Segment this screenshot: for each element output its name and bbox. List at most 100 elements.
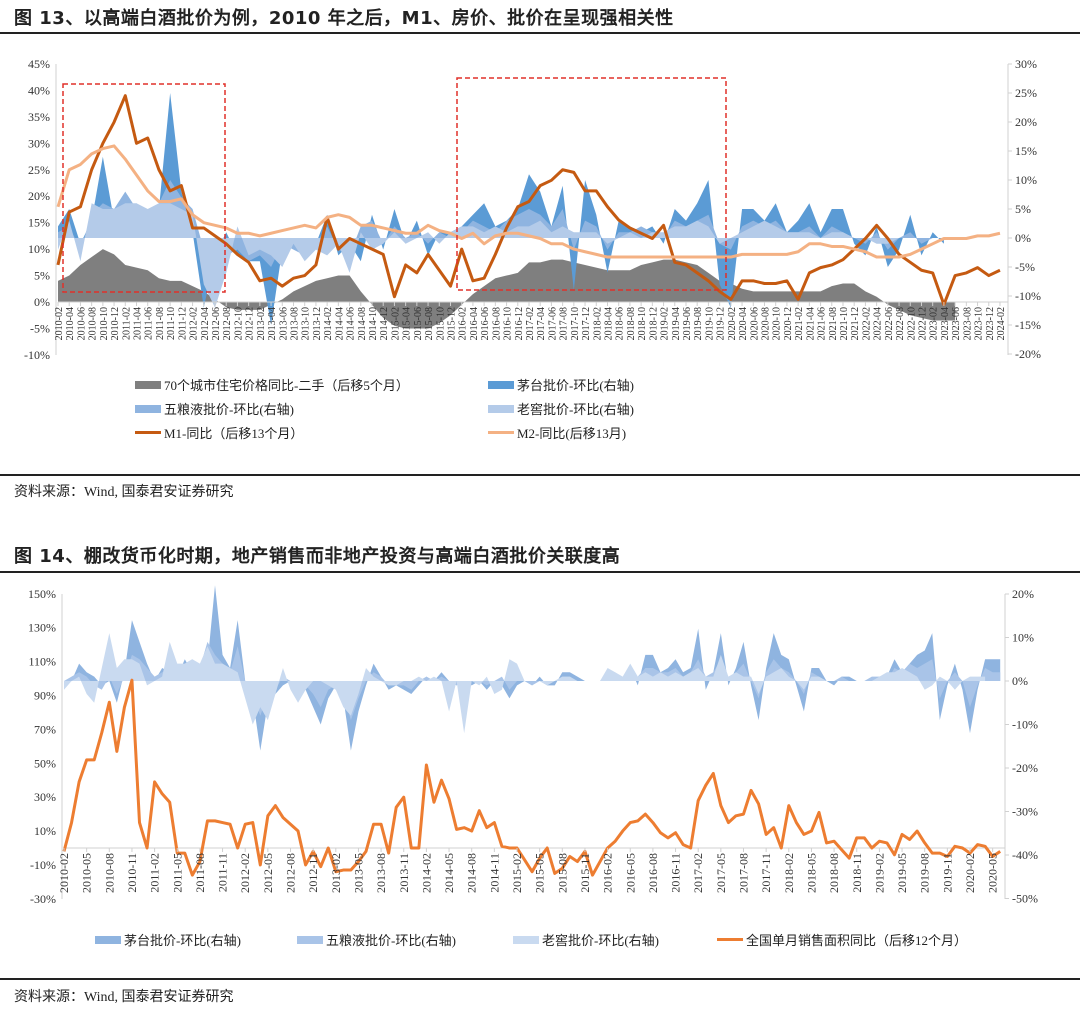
x-axis-tick-label: 2019-10 [704, 307, 715, 340]
left-axis-tick-label: -10% [24, 348, 50, 362]
legend-item-m1: M1-同比（后移13个月） [135, 423, 303, 442]
title-divider [0, 32, 1080, 34]
x-axis-tick-label: 2023-08 [962, 307, 973, 340]
x-axis-tick-label: 2024-02 [996, 307, 1007, 340]
x-axis-tick-label: 2017-06 [547, 307, 558, 340]
legend-label: 茅台批价-环比(右轴) [124, 933, 241, 948]
right-axis-tick-label: -10% [1015, 289, 1041, 303]
right-axis-tick-label: -20% [1012, 761, 1038, 775]
x-axis-tick-label: 2023-06 [951, 307, 962, 340]
x-axis-tick-label: 2019-02 [872, 853, 886, 893]
left-axis-tick-label: 50% [34, 756, 56, 770]
x-axis-tick-label: 2017-08 [737, 853, 751, 893]
right-axis-tick-label: -50% [1012, 892, 1038, 906]
x-axis-tick-label: 2019-08 [693, 307, 704, 340]
x-axis-tick-label: 2022-10 [906, 307, 917, 340]
left-axis-tick-label: 20% [28, 189, 50, 203]
title-divider [0, 571, 1080, 573]
left-axis-tick-label: -30% [30, 892, 56, 906]
right-axis-tick-label: -30% [1012, 805, 1038, 819]
area-series-0 [58, 249, 956, 329]
right-axis-tick-label: -40% [1012, 848, 1038, 862]
x-axis-tick-label: 2016-06 [480, 307, 491, 340]
x-axis-tick-label: 2022-08 [895, 307, 906, 340]
legend-swatch [95, 935, 121, 944]
x-axis-tick-label: 2014-10 [368, 307, 379, 340]
legend-label: 70个城市住宅价格同比-二手（后移5个月） [164, 378, 409, 393]
x-axis-tick-label: 2010-04 [65, 307, 76, 340]
x-axis-tick-label: 2022-04 [873, 307, 884, 340]
x-axis-tick-label: 2010-05 [80, 853, 94, 893]
x-axis-tick-label: 2021-08 [828, 307, 839, 340]
x-axis-tick-label: 2015-05 [533, 853, 547, 893]
x-axis-tick-label: 2011-10 [166, 307, 177, 340]
x-axis-tick-label: 2020-06 [749, 307, 760, 340]
left-axis-tick-label: 45% [28, 57, 50, 71]
x-axis-tick-label: 2014-02 [323, 307, 334, 340]
legend-item-wuliangye: 五粮液批价-环比(右轴) [135, 399, 294, 418]
x-axis-tick-label: 2021-04 [805, 307, 816, 340]
x-axis-tick-label: 2018-08 [827, 853, 841, 893]
x-axis-tick-label: 2015-12 [446, 307, 457, 340]
x-axis-tick-label: 2015-08 [555, 853, 569, 893]
left-axis-tick-label: 10% [28, 242, 50, 256]
x-axis-tick-label: 2013-12 [312, 307, 323, 340]
left-axis-tick-label: 90% [34, 688, 56, 702]
right-axis-tick-label: 0% [1015, 231, 1031, 245]
x-axis-tick-label: 2018-10 [637, 307, 648, 340]
x-axis-tick-label: 2018-05 [804, 853, 818, 893]
left-axis-tick-label: 25% [28, 163, 50, 177]
x-axis-tick-label: 2019-08 [918, 853, 932, 893]
x-axis-tick-label: 2013-08 [374, 853, 388, 893]
right-axis-tick-label: 25% [1015, 86, 1037, 100]
legend-swatch [717, 938, 743, 941]
left-axis-tick-label: 40% [28, 83, 50, 97]
right-axis-tick-label: 20% [1015, 115, 1037, 129]
line-series-3 [62, 678, 1002, 877]
x-axis-tick-label: 2020-12 [783, 307, 794, 340]
x-axis-tick-label: 2016-08 [646, 853, 660, 893]
x-axis-tick-label: 2017-11 [759, 853, 773, 893]
source-divider [0, 474, 1080, 476]
x-axis-tick-label: 2017-10 [570, 307, 581, 340]
x-axis-tick-label: 2014-02 [419, 853, 433, 893]
x-axis-tick-label: 2018-02 [592, 307, 603, 340]
x-axis-tick-label: 2011-12 [177, 307, 188, 340]
x-axis-tick-label: 2012-08 [284, 853, 298, 893]
right-axis-tick-label: -15% [1015, 318, 1041, 332]
left-axis-tick-label: 35% [28, 110, 50, 124]
area-series-1 [58, 93, 944, 325]
right-axis-tick-label: 5% [1015, 202, 1031, 216]
x-axis-tick-label: 2020-08 [760, 307, 771, 340]
x-axis-tick-label: 2013-10 [301, 307, 312, 340]
x-axis-tick-label: 2011-02 [121, 307, 132, 340]
legend-label: 老窖批价-环比(右轴) [542, 933, 659, 948]
x-axis-tick-label: 2023-12 [985, 307, 996, 340]
x-axis-tick-label: 2020-05 [986, 853, 1000, 893]
x-axis-tick-label: 2019-04 [671, 307, 682, 340]
x-axis-tick-label: 2015-08 [424, 307, 435, 340]
x-axis-tick-label: 2013-02 [329, 853, 343, 893]
figure-14-source: 资料来源：Wind, 国泰君安证券研究 [14, 990, 234, 1005]
x-axis-tick-label: 2018-02 [782, 853, 796, 893]
legend-item-laojiao: 老窖批价-环比(右轴) [488, 399, 634, 418]
legend-item-sales-area: 全国单月销售面积同比（后移12个月） [717, 930, 967, 949]
x-axis-tick-label: 2012-06 [211, 307, 222, 340]
x-axis-tick-label: 2016-02 [601, 853, 615, 893]
x-axis-tick-label: 2018-04 [603, 307, 614, 340]
left-axis-tick-label: 70% [34, 722, 56, 736]
left-axis-tick-label: 150% [28, 587, 56, 601]
legend-item-house-price: 70个城市住宅价格同比-二手（后移5个月） [135, 375, 409, 394]
right-axis-tick-label: 0% [1012, 674, 1028, 688]
x-axis-tick-label: 2014-04 [334, 307, 345, 340]
x-axis-tick-label: 2016-10 [503, 307, 514, 340]
x-axis-tick-label: 2012-10 [233, 307, 244, 340]
x-axis-tick-label: 2018-06 [615, 307, 626, 340]
x-axis-tick-label: 2021-06 [817, 307, 828, 340]
x-axis-tick-label: 2010-11 [125, 853, 139, 893]
x-axis-tick-label: 2020-02 [727, 307, 738, 340]
x-axis-tick-label: 2011-08 [155, 307, 166, 340]
x-axis-tick-label: 2014-08 [357, 307, 368, 340]
right-axis-tick-label: 10% [1012, 631, 1034, 645]
legend-label: 五粮液批价-环比(右轴) [164, 402, 294, 417]
